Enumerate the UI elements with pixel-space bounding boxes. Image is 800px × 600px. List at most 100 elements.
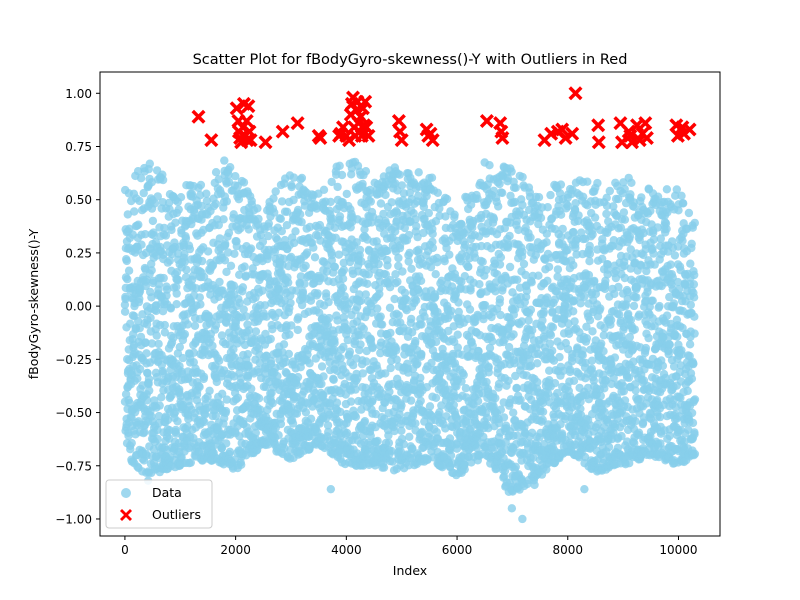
data-point	[600, 384, 609, 393]
data-point	[542, 238, 551, 247]
data-point	[379, 463, 389, 472]
data-point	[599, 347, 608, 356]
data-point	[180, 250, 189, 259]
data-point	[336, 354, 345, 363]
data-point	[505, 231, 514, 241]
data-point	[219, 215, 228, 224]
data-point	[534, 271, 543, 280]
data-point	[158, 307, 168, 316]
data-point	[558, 224, 567, 234]
data-point	[226, 163, 235, 172]
data-point	[251, 327, 261, 336]
data-point	[495, 260, 505, 269]
data-point	[351, 385, 360, 394]
data-point	[235, 298, 244, 307]
data-point	[405, 432, 414, 441]
data-point	[282, 207, 292, 216]
data-point	[356, 331, 365, 340]
data-point	[548, 323, 558, 332]
data-point	[478, 257, 487, 266]
data-point	[641, 343, 651, 353]
data-point	[335, 161, 344, 170]
data-point	[137, 240, 146, 249]
data-point	[385, 303, 395, 312]
data-point	[406, 396, 416, 405]
data-point	[518, 200, 527, 210]
data-point	[485, 161, 494, 170]
data-point	[381, 190, 390, 200]
data-point	[264, 231, 273, 241]
data-point	[402, 295, 412, 305]
data-point	[351, 412, 361, 421]
data-point	[362, 357, 371, 366]
data-point	[133, 167, 143, 176]
data-point	[208, 341, 217, 351]
data-point	[555, 352, 564, 362]
data-point	[284, 349, 293, 359]
data-point	[339, 342, 348, 352]
data-point	[509, 408, 518, 417]
data-point	[159, 273, 168, 283]
data-point	[239, 305, 248, 314]
data-point	[445, 250, 454, 259]
data-point	[343, 335, 352, 345]
data-point	[197, 201, 206, 211]
data-point	[605, 186, 614, 196]
data-point	[282, 221, 292, 230]
data-point	[524, 316, 533, 325]
data-point	[509, 330, 518, 339]
data-point	[122, 256, 131, 266]
data-point	[377, 320, 387, 329]
data-point	[254, 394, 264, 403]
data-point	[221, 406, 231, 416]
data-point	[669, 299, 679, 308]
data-point	[230, 249, 239, 258]
data-point	[460, 465, 469, 474]
data-point	[293, 325, 302, 335]
data-point	[513, 275, 522, 284]
data-point	[376, 312, 385, 321]
data-point	[384, 438, 394, 448]
data-point	[383, 261, 392, 270]
data-point	[270, 208, 279, 217]
data-points-layer	[120, 156, 700, 524]
data-point	[172, 289, 181, 298]
data-point	[602, 209, 611, 219]
data-point	[224, 228, 234, 238]
data-point	[666, 260, 675, 269]
data-point	[172, 300, 181, 309]
data-point	[355, 245, 365, 255]
data-point	[293, 372, 303, 382]
data-point	[632, 293, 641, 302]
data-point	[548, 346, 557, 355]
data-point	[394, 311, 403, 320]
data-point	[325, 313, 334, 323]
data-point	[133, 374, 142, 383]
data-point	[141, 338, 150, 347]
data-point	[297, 217, 306, 227]
data-point	[291, 227, 300, 236]
data-point	[276, 214, 285, 223]
data-point	[136, 174, 146, 183]
data-point	[146, 313, 155, 323]
data-point	[141, 230, 150, 239]
data-point	[231, 172, 240, 181]
data-point	[648, 296, 657, 305]
data-point	[134, 317, 143, 326]
data-point	[393, 277, 402, 286]
data-point	[126, 319, 135, 328]
data-point	[189, 348, 199, 357]
data-point	[337, 170, 347, 180]
data-point	[596, 304, 605, 313]
data-point	[165, 256, 174, 265]
data-point	[453, 330, 462, 339]
data-point	[287, 321, 296, 330]
data-point	[550, 379, 560, 388]
data-point	[518, 172, 527, 182]
data-point	[178, 353, 187, 363]
data-point	[665, 340, 674, 349]
data-point	[124, 266, 134, 275]
data-point	[335, 212, 345, 221]
data-point	[538, 407, 548, 416]
